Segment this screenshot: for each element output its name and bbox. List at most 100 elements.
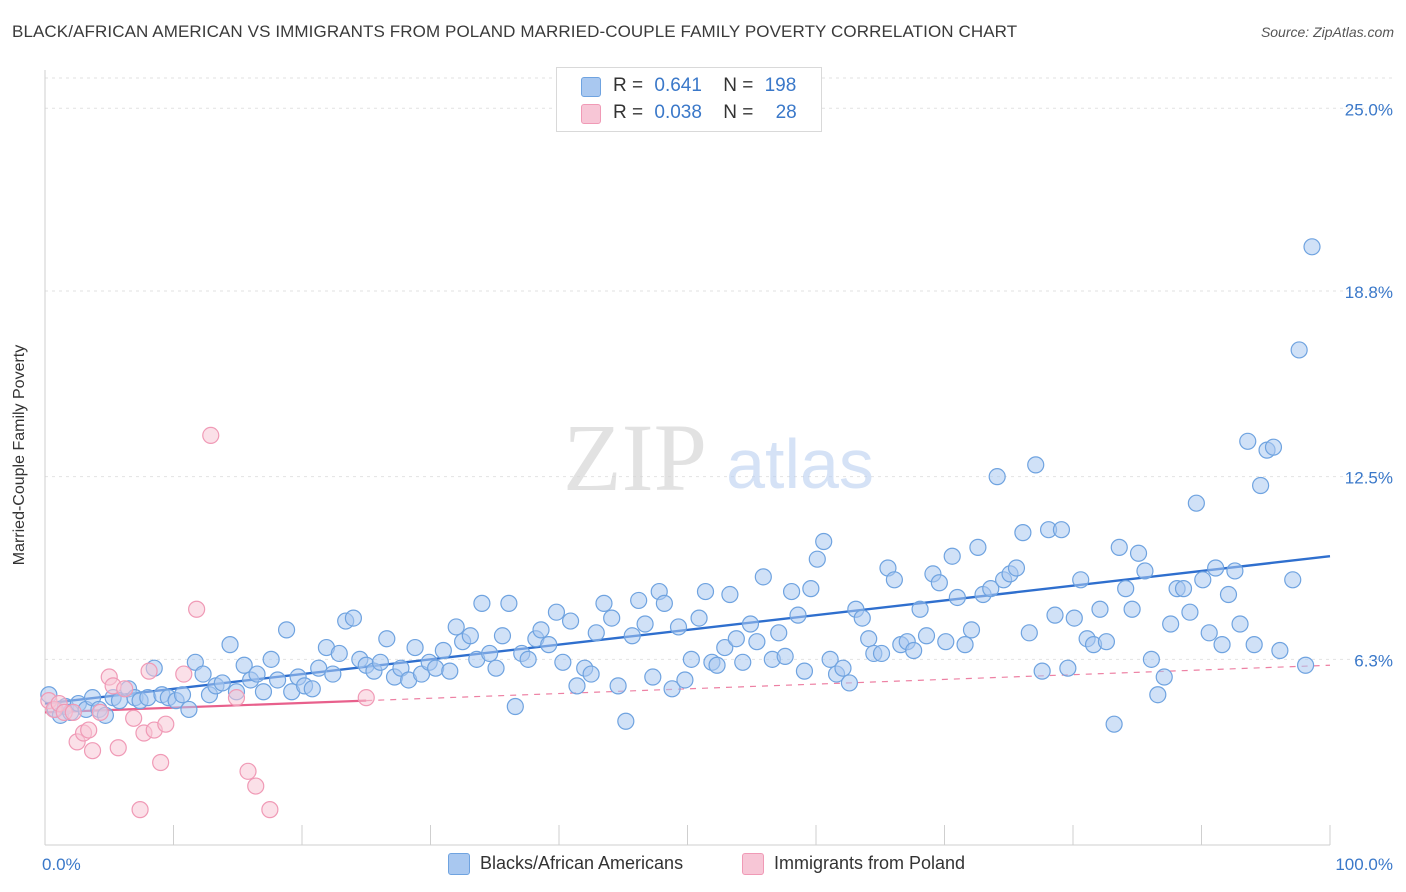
data-point xyxy=(371,653,389,671)
data-point xyxy=(1033,662,1051,680)
data-point xyxy=(587,624,605,642)
data-point xyxy=(1091,600,1109,618)
data-point xyxy=(860,630,878,648)
data-point xyxy=(277,621,296,639)
data-point xyxy=(721,585,739,604)
data-point xyxy=(682,650,700,668)
data-point xyxy=(357,689,375,707)
data-point xyxy=(116,680,134,698)
series-legend: Blacks/African Americans Immigrants from… xyxy=(0,852,1406,876)
data-point xyxy=(840,674,859,692)
data-point xyxy=(1117,580,1135,598)
data-point xyxy=(194,665,212,683)
data-point xyxy=(623,627,641,645)
data-point xyxy=(943,547,961,565)
data-point xyxy=(937,633,955,651)
data-point xyxy=(202,426,220,444)
data-point xyxy=(1245,636,1263,654)
data-point xyxy=(609,677,627,695)
data-point xyxy=(180,700,198,719)
data-point xyxy=(532,621,550,639)
data-point xyxy=(690,609,708,627)
data-point xyxy=(748,633,766,651)
y-tick-label: 12.5% xyxy=(1345,469,1393,488)
data-point xyxy=(741,615,760,633)
data-point xyxy=(1213,636,1231,654)
data-point xyxy=(770,624,788,642)
data-point xyxy=(872,644,891,663)
data-point xyxy=(1162,615,1180,633)
data-point xyxy=(917,627,936,645)
data-point xyxy=(344,609,362,627)
data-point xyxy=(1296,656,1315,674)
data-point xyxy=(782,582,801,601)
data-point xyxy=(696,582,715,601)
legend-swatch-blacks xyxy=(581,77,601,97)
data-point xyxy=(125,709,143,727)
data-point xyxy=(493,627,512,645)
data-point xyxy=(1136,562,1154,580)
data-point xyxy=(547,603,566,621)
data-point xyxy=(83,742,102,760)
data-point xyxy=(1194,571,1212,589)
r-value: 0.641 xyxy=(654,75,702,96)
data-point xyxy=(734,653,752,671)
data-point xyxy=(140,662,158,680)
data-point xyxy=(324,665,342,683)
data-point xyxy=(754,568,772,586)
data-point xyxy=(582,665,600,683)
y-tick-label: 18.8% xyxy=(1345,283,1393,302)
data-point xyxy=(982,580,1000,598)
data-points xyxy=(40,238,1321,819)
data-point xyxy=(962,621,981,639)
data-point xyxy=(406,638,424,657)
x-tick-label-min: 0.0% xyxy=(42,855,81,874)
data-point xyxy=(131,801,149,819)
data-point xyxy=(139,689,157,707)
data-point xyxy=(1181,603,1199,621)
data-point xyxy=(262,650,280,668)
data-point xyxy=(808,550,826,568)
data-point xyxy=(708,656,726,674)
data-point xyxy=(1059,659,1077,677)
data-point xyxy=(1284,571,1302,589)
data-point xyxy=(461,627,479,645)
data-point xyxy=(157,715,175,733)
data-point xyxy=(1110,538,1128,556)
legend-swatch-poland xyxy=(742,853,764,875)
data-point xyxy=(519,650,537,668)
data-point xyxy=(1097,633,1116,651)
data-point xyxy=(617,712,635,730)
data-point xyxy=(644,668,662,686)
data-point xyxy=(1105,715,1123,733)
data-point xyxy=(235,656,253,674)
data-point xyxy=(434,641,452,660)
data-point xyxy=(905,641,923,660)
data-point xyxy=(1155,668,1173,686)
data-point xyxy=(80,721,98,739)
r-label: R = xyxy=(613,75,644,96)
data-point xyxy=(776,647,794,666)
data-point xyxy=(1187,494,1205,512)
data-point xyxy=(175,665,193,683)
data-point xyxy=(1252,476,1270,495)
series-points-1 xyxy=(40,426,375,819)
data-point xyxy=(1207,559,1225,577)
legend-swatch-blacks xyxy=(448,853,470,875)
watermark: ZIP atlas xyxy=(563,404,874,511)
data-point xyxy=(213,674,231,692)
tick-labels: 6.3% 12.5% 18.8% 25.0% 0.0% 100.0% xyxy=(42,100,1393,874)
data-point xyxy=(239,762,257,780)
r-label: R = xyxy=(613,102,644,123)
data-point xyxy=(636,615,654,633)
data-point xyxy=(554,653,572,671)
data-point xyxy=(595,594,613,612)
legend-label-poland: Immigrants from Poland xyxy=(774,853,966,873)
data-point xyxy=(789,606,807,624)
data-point xyxy=(1264,438,1283,456)
data-point xyxy=(268,671,287,689)
axes xyxy=(44,70,1331,846)
data-point xyxy=(885,571,903,589)
legend-label-blacks: Blacks/African Americans xyxy=(480,853,684,873)
data-point xyxy=(1174,580,1193,598)
